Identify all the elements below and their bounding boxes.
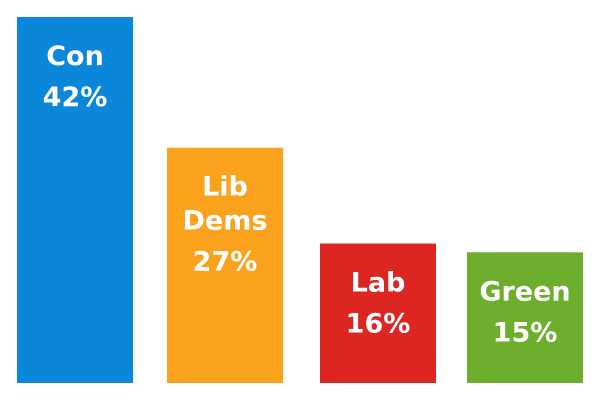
bar-3-value-label: 15% (493, 317, 558, 348)
bar-0-category-label-line-0: Con (46, 41, 104, 72)
bar-2-category-label-line-0: Lab (351, 268, 406, 299)
bar-2 (320, 243, 436, 383)
bar-3-category-label-line-0: Green (479, 276, 570, 307)
bar-1-category-label-line-1: Dems (183, 206, 268, 237)
bar-2-value-label: 16% (346, 309, 411, 340)
bar-0 (17, 17, 133, 383)
bar-3 (467, 252, 583, 383)
bar-1 (167, 147, 283, 383)
bar-1-value-label: 27% (193, 247, 258, 278)
bar-0-value-label: 42% (43, 82, 108, 113)
bar-1-category-label-line-0: Lib (202, 172, 248, 203)
